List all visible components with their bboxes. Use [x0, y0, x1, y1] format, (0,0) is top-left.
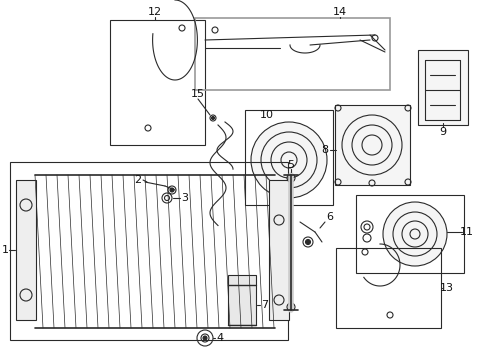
Text: 7: 7	[261, 300, 268, 310]
Bar	[10, 162, 287, 340]
Text: 14: 14	[332, 7, 346, 17]
Bar	[244, 110, 332, 205]
Bar	[110, 20, 204, 145]
Text: 15: 15	[191, 89, 204, 99]
Bar	[335, 248, 440, 328]
Bar	[16, 180, 36, 320]
Bar	[268, 180, 288, 320]
Text: 9: 9	[439, 127, 446, 137]
Text: 11: 11	[459, 227, 473, 237]
Circle shape	[305, 239, 310, 244]
Bar	[195, 18, 389, 90]
Text: 5: 5	[287, 160, 294, 170]
Circle shape	[250, 122, 326, 198]
Text: 6: 6	[326, 212, 333, 222]
Bar	[355, 195, 463, 273]
Circle shape	[382, 202, 446, 266]
Circle shape	[203, 336, 206, 340]
Text: 3: 3	[181, 193, 188, 203]
Bar	[334, 105, 409, 185]
Text: 2: 2	[134, 175, 141, 185]
Text: 10: 10	[260, 110, 273, 120]
Text: 8: 8	[321, 145, 328, 155]
Circle shape	[211, 117, 214, 120]
Text: 13: 13	[439, 283, 453, 293]
Bar	[227, 275, 256, 325]
Text: 1: 1	[1, 245, 8, 255]
Circle shape	[170, 188, 174, 192]
Text: 4: 4	[216, 333, 223, 343]
Bar	[417, 50, 467, 125]
Text: 12: 12	[148, 7, 162, 17]
Circle shape	[286, 198, 291, 202]
